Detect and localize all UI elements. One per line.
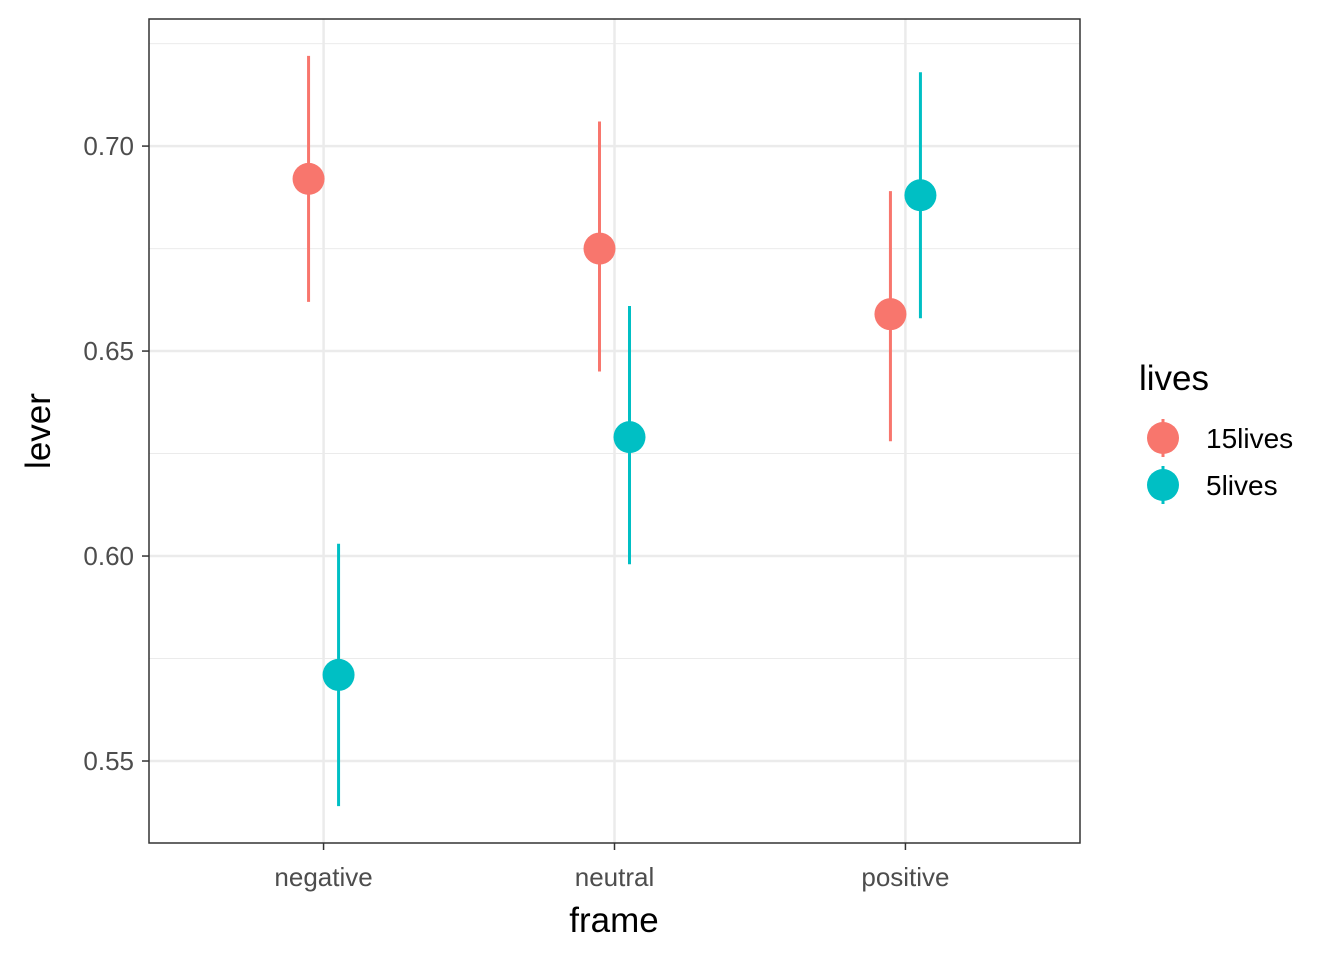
legend-label: 15lives: [1206, 423, 1293, 454]
data-point: [322, 658, 355, 691]
legend-key-point: [1147, 469, 1179, 501]
y-tick-label: 0.55: [83, 746, 134, 776]
y-tick-label: 0.65: [83, 336, 134, 366]
legend: lives 15lives 5lives: [1139, 359, 1293, 504]
x-axis: negative neutral positive: [274, 843, 950, 892]
legend-label: 5lives: [1206, 470, 1278, 501]
data-point: [874, 298, 907, 331]
x-tick-label: positive: [861, 862, 949, 892]
legend-keys: 15lives 5lives: [1147, 419, 1293, 504]
data-point: [583, 232, 616, 265]
data-marks: [292, 55, 937, 807]
x-axis-title: frame: [569, 901, 658, 940]
data-point: [292, 162, 325, 195]
legend-key-point: [1147, 422, 1179, 454]
x-tick-label: negative: [274, 862, 372, 892]
y-tick-label: 0.70: [83, 131, 134, 161]
y-axis-title: lever: [19, 393, 58, 469]
x-tick-label: neutral: [575, 862, 655, 892]
y-tick-label: 0.60: [83, 541, 134, 571]
data-point: [904, 179, 937, 212]
y-axis: 0.55 0.60 0.65 0.70: [83, 131, 149, 776]
grid-major: [149, 19, 1080, 843]
data-point: [613, 421, 646, 454]
legend-title: lives: [1139, 359, 1209, 398]
